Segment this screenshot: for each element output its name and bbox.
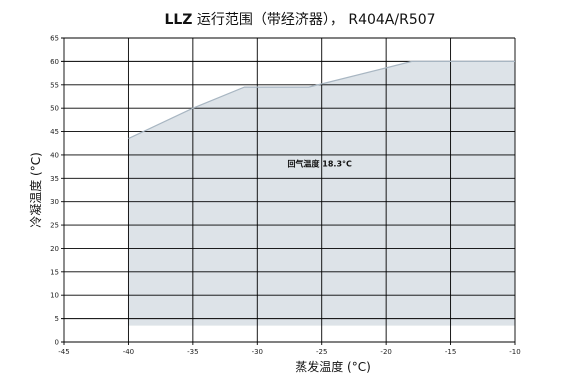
y-tick-label: 55: [50, 81, 59, 89]
y-tick-label: 5: [55, 315, 59, 323]
x-tick-label: -20: [380, 348, 391, 356]
x-tick-label: -10: [509, 348, 520, 356]
y-tick-label: 10: [50, 292, 59, 300]
y-tick-label: 15: [50, 268, 59, 276]
x-tick-label: -45: [58, 348, 69, 356]
y-tick-label: 60: [50, 58, 59, 66]
y-tick-label: 35: [50, 175, 59, 183]
envelope-outline: [128, 60, 515, 140]
y-tick-label: 20: [50, 245, 59, 253]
y-tick-label: 30: [50, 198, 59, 206]
y-tick-label: 65: [50, 35, 59, 43]
chart-title-model: LLZ: [164, 12, 192, 28]
x-tick-label: -40: [123, 348, 134, 356]
y-tick-label: 40: [50, 151, 59, 159]
grid-lines: [61, 37, 516, 345]
annotation-return-gas-temp: 回气温度 18.3°C: [287, 159, 352, 169]
y-axis-label: 冷凝温度 (°C): [28, 152, 43, 228]
x-tick-label: -35: [187, 348, 198, 356]
y-tick-label: 25: [50, 222, 59, 230]
x-axis-label: 蒸发温度 (°C): [295, 359, 371, 374]
y-tick-label: 45: [50, 128, 59, 136]
x-tick-label: -30: [252, 348, 263, 356]
x-tick-label: -25: [316, 348, 327, 356]
y-tick-label: 50: [50, 105, 59, 113]
x-tick-label: -15: [445, 348, 456, 356]
y-tick-label: 0: [55, 339, 59, 347]
y-tick-labels: 0 5 10 15 20 25 30 35 40 45 50 55 60 65: [50, 35, 59, 347]
chart-title: LLZ 运行范围（带经济器）， R404A/R507: [164, 11, 435, 28]
x-tick-labels: -45 -40 -35 -30 -25 -20 -15 -10: [58, 348, 520, 356]
chart-title-rest: 运行范围（带经济器）， R404A/R507: [192, 11, 435, 28]
envelope-area-group: [128, 60, 515, 140]
